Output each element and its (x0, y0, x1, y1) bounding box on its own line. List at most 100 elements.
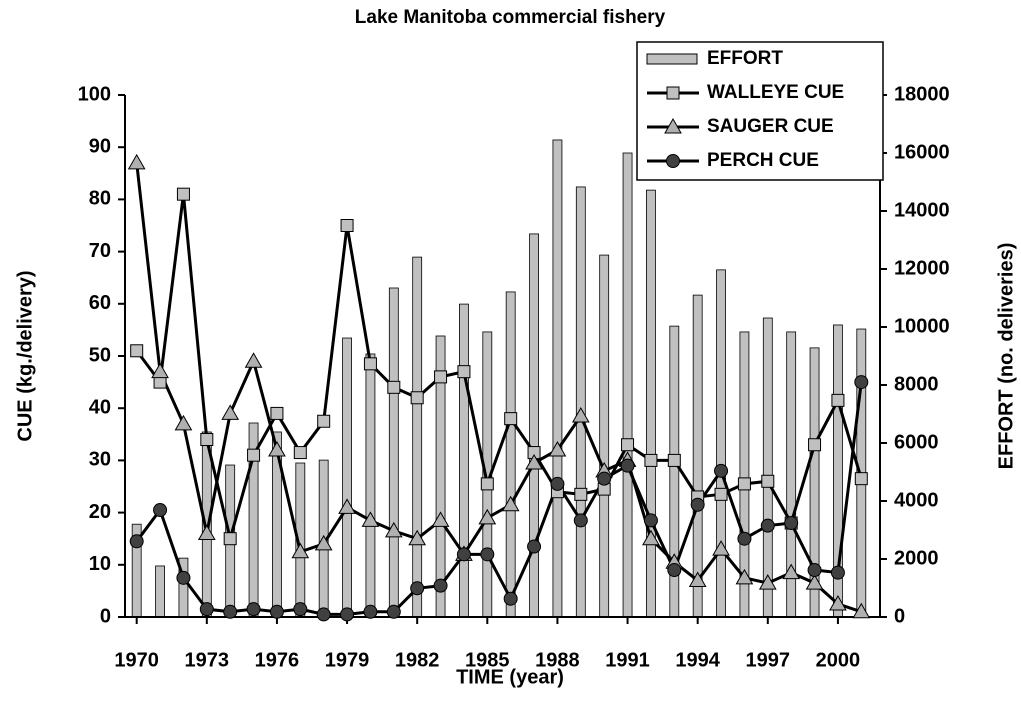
marker (340, 607, 355, 622)
marker (338, 498, 356, 514)
line (135, 162, 862, 614)
bar (692, 294, 703, 618)
marker (714, 463, 729, 478)
y2-tick-label: 14000 (894, 199, 950, 221)
marker (197, 524, 216, 540)
x-tick-label: 1991 (605, 649, 650, 671)
legend-label: EFFORT (707, 48, 783, 69)
marker (831, 393, 845, 407)
marker (666, 86, 680, 100)
marker (808, 438, 822, 452)
y-tick-label: 40 (89, 396, 111, 418)
marker (314, 534, 333, 551)
bar (646, 189, 656, 618)
y-tick-label: 0 (100, 605, 111, 627)
y-tick-label: 80 (89, 188, 111, 210)
marker (431, 511, 450, 527)
y2-tick-label: 8000 (894, 373, 939, 395)
marker (737, 531, 752, 546)
x-tick-label: 1997 (746, 649, 791, 671)
marker (174, 414, 193, 431)
bar (412, 256, 423, 618)
legend-label: WALLEYE CUE (707, 82, 844, 103)
marker (807, 563, 822, 578)
y-tick-label: 10 (89, 553, 111, 575)
y-tick-label: 70 (89, 240, 111, 262)
y-tick-label: 100 (78, 83, 111, 105)
marker (293, 446, 307, 460)
marker (387, 380, 401, 394)
marker (340, 219, 354, 232)
y2-tick-label: 12000 (894, 257, 950, 279)
marker (574, 487, 588, 501)
marker (361, 511, 380, 527)
marker (457, 365, 471, 379)
marker (667, 453, 681, 467)
bar (716, 269, 726, 618)
marker (269, 604, 284, 619)
legend-label: SAUGER CUE (707, 116, 834, 137)
marker (644, 453, 658, 467)
x-tick-label: 1994 (675, 649, 720, 671)
x-tick-label: 1976 (255, 649, 300, 671)
marker (621, 438, 635, 452)
bar (505, 291, 516, 618)
marker (854, 472, 868, 486)
marker (244, 352, 263, 368)
marker (852, 602, 871, 619)
marker (127, 153, 146, 170)
y-axis-label: CUE (kg./delivery) (14, 270, 36, 441)
x-tick-label: 1988 (535, 649, 580, 671)
marker (176, 187, 190, 201)
marker (550, 476, 565, 491)
marker (805, 574, 824, 590)
x-tick-label: 1973 (185, 649, 230, 671)
bar (622, 152, 633, 618)
marker (714, 487, 728, 501)
marker (363, 357, 377, 371)
marker (525, 454, 543, 470)
marker (571, 407, 590, 423)
marker (410, 581, 425, 596)
marker (456, 547, 471, 562)
marker (480, 477, 494, 491)
bar (365, 353, 376, 618)
marker (667, 563, 682, 578)
marker (199, 602, 214, 617)
x-tick-label: 1979 (325, 649, 370, 671)
marker (363, 604, 378, 619)
y2-tick-label: 16000 (894, 141, 950, 163)
marker (221, 404, 240, 420)
marker (433, 578, 448, 593)
bar (155, 565, 165, 618)
marker (782, 563, 801, 580)
legend-swatch (646, 53, 698, 65)
marker (291, 542, 310, 559)
marker (735, 568, 754, 585)
x-tick-label: 1970 (114, 649, 159, 671)
bar (575, 186, 586, 618)
marker (597, 471, 612, 486)
marker (830, 565, 845, 580)
marker (268, 440, 286, 457)
marker (690, 497, 705, 512)
y2-tick-label: 4000 (894, 489, 939, 511)
marker (784, 516, 799, 531)
marker (573, 513, 588, 528)
y-tick-label: 20 (89, 501, 111, 523)
y2-tick-label: 0 (894, 605, 905, 627)
marker (151, 362, 169, 379)
y-tick-label: 30 (89, 449, 111, 471)
marker (293, 602, 308, 617)
marker (478, 508, 497, 525)
marker (712, 540, 730, 556)
y-tick-label: 90 (89, 135, 111, 157)
y2-tick-label: 10000 (894, 315, 950, 337)
marker (503, 591, 518, 606)
marker (643, 513, 658, 528)
marker (434, 370, 448, 384)
legend: EFFORT WALLEYE CUE SAUGER CUE PERCH CUE (636, 41, 884, 181)
marker (384, 521, 403, 538)
marker (642, 529, 660, 546)
legend-label: PERCH CUE (707, 150, 819, 171)
